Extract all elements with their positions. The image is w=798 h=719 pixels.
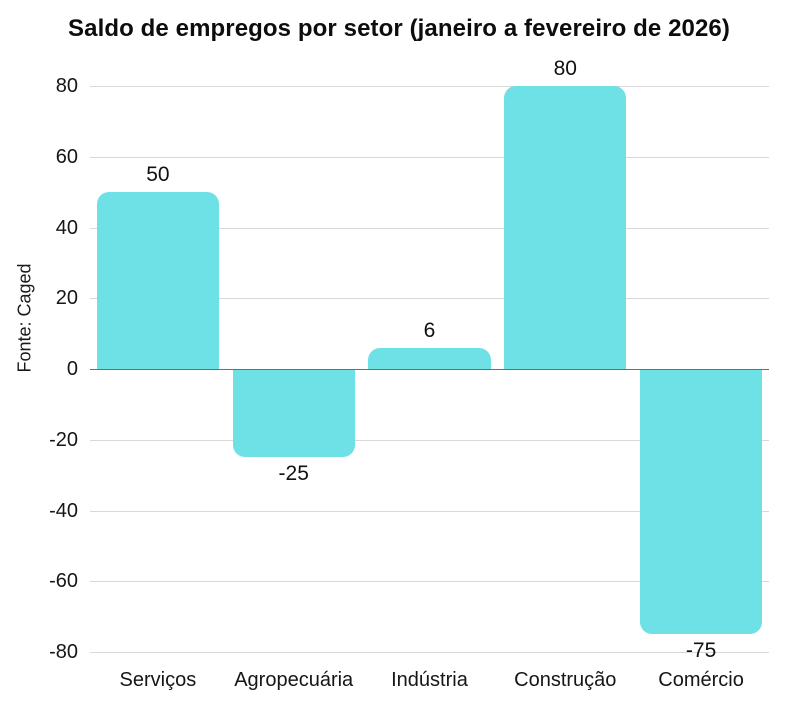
x-category-label: Agropecuária bbox=[234, 669, 354, 691]
x-axis-labels: Serviços Agropecuária Indústria Construção C… bbox=[90, 664, 769, 698]
bar bbox=[504, 86, 627, 369]
y-tick-label: -20 bbox=[49, 428, 78, 451]
gridline bbox=[90, 581, 769, 583]
y-tick-label: -60 bbox=[49, 570, 78, 593]
bar-value-label: 6 bbox=[423, 318, 436, 342]
bar bbox=[368, 347, 491, 369]
x-category-label: Serviços bbox=[119, 669, 197, 691]
y-tick-label: 0 bbox=[66, 358, 78, 380]
gridline bbox=[90, 652, 769, 653]
gridline bbox=[90, 156, 769, 158]
y-tick-label: -40 bbox=[49, 499, 78, 522]
x-category-label: Construção bbox=[514, 669, 617, 691]
bar bbox=[96, 192, 219, 369]
y-tick-label: 20 bbox=[55, 287, 78, 310]
y-tick-label: 80 bbox=[55, 75, 78, 97]
y-tick-label: -80 bbox=[49, 641, 78, 663]
y-tick-label: 40 bbox=[55, 216, 78, 239]
x-category-label: Indústria bbox=[391, 669, 468, 691]
bar-value-label: 80 bbox=[553, 57, 577, 80]
bar-value-label: -25 bbox=[278, 462, 309, 486]
bar bbox=[232, 369, 355, 458]
gridline bbox=[90, 227, 769, 229]
zero-line bbox=[90, 369, 769, 370]
gridline bbox=[90, 439, 769, 441]
bar-value-label: -75 bbox=[685, 639, 717, 663]
plot-area: 50 -25 6 80 -75 bbox=[90, 57, 769, 662]
x-category-label: Comércio bbox=[658, 669, 744, 691]
y-tick-label: 60 bbox=[55, 145, 78, 168]
gridline bbox=[90, 298, 769, 300]
y-axis-ticks: 80 60 40 20 0 -20 -40 -60 -80 bbox=[0, 75, 78, 663]
gridline bbox=[90, 86, 769, 87]
gridline bbox=[90, 510, 769, 512]
bar bbox=[639, 369, 763, 635]
chart-title: Saldo de empregos por setor (janeiro a f… bbox=[68, 15, 730, 42]
bar-value-label: 50 bbox=[146, 163, 170, 187]
